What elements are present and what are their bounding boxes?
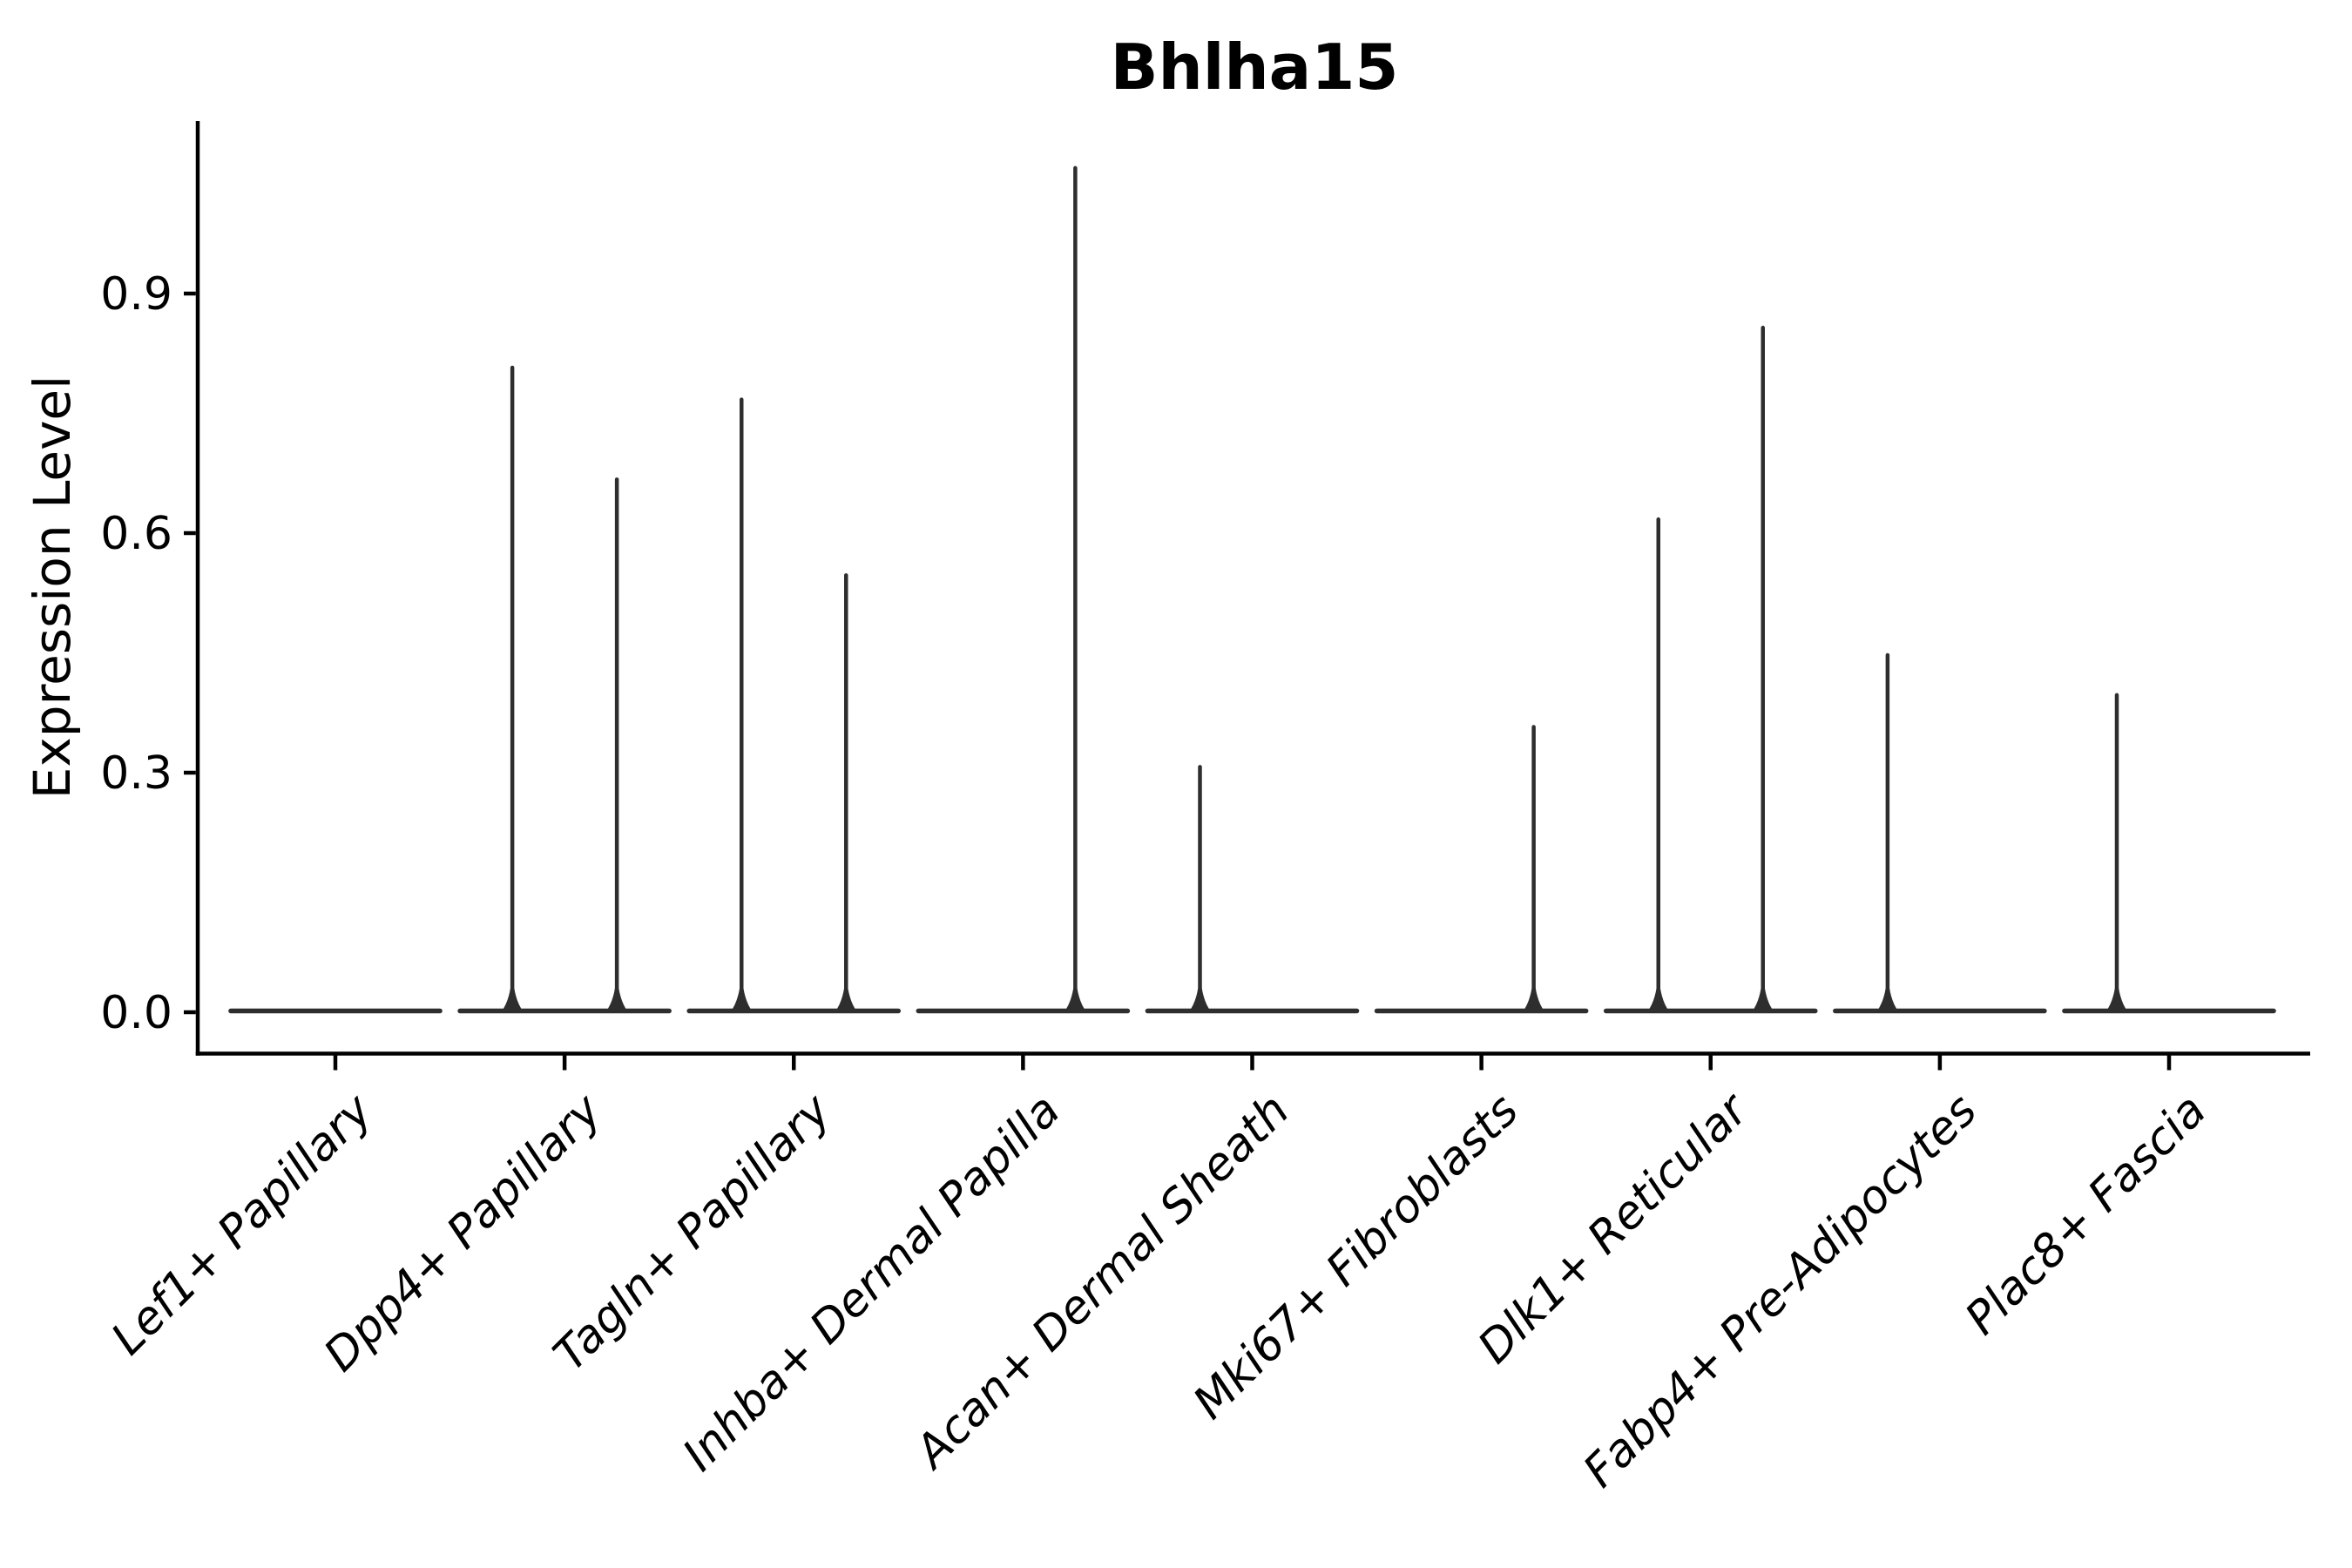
y-tick-label: 0.0 bbox=[100, 987, 172, 1039]
violin-spike-flare bbox=[2105, 988, 2128, 1012]
violin-spike-flare bbox=[1522, 988, 1545, 1012]
violin-6 bbox=[1603, 325, 1818, 1014]
y-tick-label: 0.6 bbox=[100, 508, 172, 560]
violin-spike-flare bbox=[835, 988, 858, 1012]
x-tick-label: Plac8+ Fascia bbox=[1956, 1085, 2216, 1345]
violin-spike-flare bbox=[501, 988, 524, 1012]
violin-spike-flare bbox=[1064, 988, 1087, 1012]
violin-4 bbox=[1145, 765, 1360, 1014]
violin-spike-flare bbox=[1751, 988, 1774, 1012]
violin-2 bbox=[686, 397, 902, 1014]
violin-8 bbox=[2062, 693, 2276, 1014]
violin-3 bbox=[916, 166, 1131, 1014]
x-tick-label: Inhba+ Dermal Papilla bbox=[673, 1085, 1071, 1482]
violin-spike-flare bbox=[1876, 988, 1899, 1012]
violin-1 bbox=[457, 365, 672, 1014]
y-tick-label: 0.9 bbox=[100, 268, 172, 321]
y-tick-label: 0.3 bbox=[100, 747, 172, 800]
violin-spike-flare bbox=[1188, 988, 1212, 1012]
chart-title: Bhlha15 bbox=[1111, 30, 1399, 104]
violins-layer bbox=[228, 166, 2276, 1014]
x-tick-label: Fabp4+ Pre-Adipocytes bbox=[1573, 1085, 1987, 1498]
violin-5 bbox=[1374, 725, 1589, 1014]
violin-7 bbox=[1833, 652, 2047, 1014]
axes-layer bbox=[195, 121, 2310, 1056]
violin-spike-flare bbox=[730, 988, 754, 1012]
x-tick-label: Acan+ Dermal Sheath bbox=[904, 1085, 1300, 1480]
violin-spike-flare bbox=[605, 988, 629, 1012]
y-axis-label: Expression Level bbox=[23, 375, 82, 799]
violin-spike-flare bbox=[1646, 988, 1670, 1012]
